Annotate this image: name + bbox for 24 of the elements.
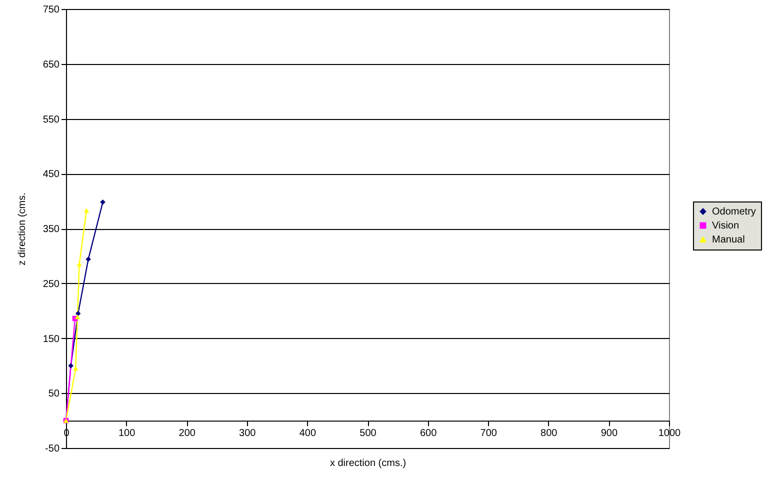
y-tick-label: 750 — [42, 4, 60, 16]
y-tick-label: 350 — [42, 224, 60, 235]
y-axis-title: z direction (cms. — [16, 192, 28, 266]
x-tick-label: 600 — [420, 428, 438, 440]
y-tick-label: 550 — [42, 114, 60, 126]
x-axis-title: x direction (cms.) — [330, 458, 406, 470]
x-tick-label: 300 — [239, 428, 256, 440]
y-tick-label: 150 — [42, 334, 60, 345]
x-tick-label: 1000 — [658, 428, 682, 440]
x-tick-label: 700 — [480, 428, 498, 440]
x-tick-label: 100 — [118, 428, 136, 440]
x-tick-label: 800 — [540, 428, 558, 440]
x-tick-label: 900 — [600, 428, 618, 440]
legend-label: Vision — [712, 220, 740, 232]
legend-label: Manual — [712, 234, 745, 246]
legend-label: Odometry — [712, 206, 756, 218]
y-tick-label: 650 — [42, 59, 60, 70]
y-tick-label: 450 — [42, 169, 60, 180]
x-tick-label: 400 — [299, 428, 316, 440]
y-tick-label: -50 — [45, 444, 60, 454]
y-tick-label: 250 — [42, 278, 60, 290]
y-tick-label: 50 — [48, 388, 60, 400]
x-tick-label: 500 — [360, 428, 377, 440]
x-tick-label: 200 — [178, 428, 196, 440]
